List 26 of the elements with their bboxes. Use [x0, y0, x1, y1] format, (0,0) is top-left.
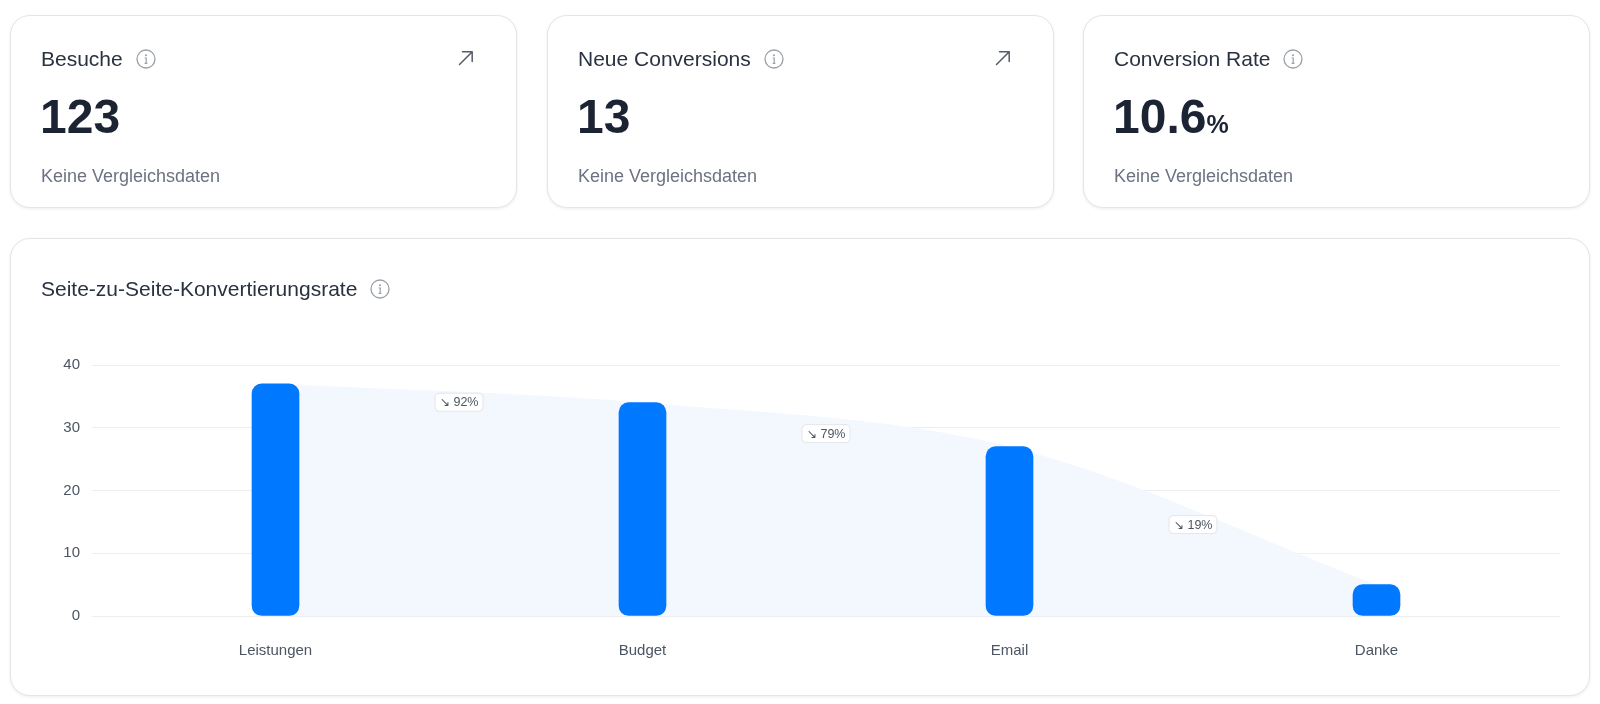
text: 123 [40, 89, 121, 145]
annotation: ↘ 92% [439, 395, 479, 410]
y-tick-label: 20 [63, 480, 80, 498]
x-tick-label: Danke [1354, 641, 1399, 659]
y-tick-label: 10 [63, 543, 80, 561]
text: Conversion Rate [1114, 46, 1271, 72]
text: Neue Conversions [578, 46, 751, 72]
text: Keine Vergleichsdaten [41, 165, 221, 187]
y-tick-label: 40 [63, 355, 80, 373]
bar [985, 446, 1034, 616]
text: 13 [577, 89, 631, 145]
x-tick-label: Leistungen [238, 641, 313, 659]
bar [251, 383, 300, 616]
x-tick-label: Email [990, 641, 1029, 659]
y-tick-label: 0 [71, 606, 80, 624]
text: 10.6% [1113, 90, 1229, 143]
annotation: ↘ 19% [1173, 517, 1213, 532]
annotation: ↘ 79% [806, 426, 846, 441]
bar [618, 402, 667, 616]
text: Besuche [41, 46, 123, 72]
bar [1352, 584, 1401, 616]
x-tick-label: Budget [618, 641, 668, 659]
text: Keine Vergleichsdaten [578, 165, 758, 187]
text: Keine Vergleichsdaten [1114, 165, 1294, 187]
y-tick-label: 30 [63, 417, 80, 435]
chart-title: Seite-zu-Seite-Konvertierungsrate [41, 276, 358, 302]
